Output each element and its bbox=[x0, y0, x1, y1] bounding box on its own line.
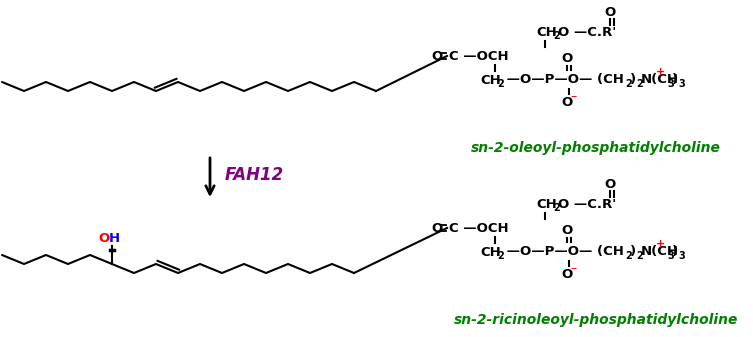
Text: O: O bbox=[431, 51, 443, 63]
Text: 2: 2 bbox=[636, 251, 643, 261]
Text: ): ) bbox=[672, 245, 678, 258]
Text: +: + bbox=[657, 239, 666, 249]
Text: CH: CH bbox=[536, 26, 556, 38]
Text: O: O bbox=[562, 52, 572, 64]
Text: –: – bbox=[571, 263, 577, 276]
Text: N(CH: N(CH bbox=[641, 73, 679, 87]
Text: O: O bbox=[605, 178, 616, 190]
Text: O —C.R': O —C.R' bbox=[558, 197, 616, 211]
Text: CH: CH bbox=[536, 197, 556, 211]
Text: 3: 3 bbox=[667, 79, 674, 89]
Text: 2: 2 bbox=[497, 251, 504, 261]
Text: sn-2-oleoyl-phosphatidylcholine: sn-2-oleoyl-phosphatidylcholine bbox=[471, 141, 721, 155]
Text: ): ) bbox=[672, 73, 678, 87]
Text: N(CH: N(CH bbox=[641, 245, 679, 258]
Text: O: O bbox=[562, 268, 572, 280]
Text: C —OCH: C —OCH bbox=[449, 221, 508, 235]
Text: –: – bbox=[571, 91, 577, 103]
Text: O: O bbox=[562, 95, 572, 109]
Text: FAH12: FAH12 bbox=[225, 166, 284, 184]
Text: 3: 3 bbox=[678, 251, 684, 261]
Text: —O—P—O— (CH: —O—P—O— (CH bbox=[502, 245, 624, 258]
Text: ): ) bbox=[630, 73, 636, 87]
Text: 2: 2 bbox=[625, 79, 632, 89]
Text: 2: 2 bbox=[553, 203, 559, 213]
Text: O —C.R': O —C.R' bbox=[558, 26, 616, 38]
Text: CH: CH bbox=[480, 73, 501, 87]
Text: 3: 3 bbox=[667, 251, 674, 261]
Text: 2: 2 bbox=[625, 251, 632, 261]
Text: O: O bbox=[562, 223, 572, 237]
Text: 3: 3 bbox=[678, 79, 684, 89]
Text: —O—P—O— (CH: —O—P—O— (CH bbox=[502, 73, 624, 87]
Text: H: H bbox=[109, 233, 120, 245]
Text: O: O bbox=[431, 222, 443, 236]
Text: sn-2-ricinoleoyl-phosphatidylcholine: sn-2-ricinoleoyl-phosphatidylcholine bbox=[454, 313, 738, 327]
Text: C —OCH: C —OCH bbox=[449, 50, 508, 62]
Text: CH: CH bbox=[480, 245, 501, 258]
Text: ): ) bbox=[630, 245, 636, 258]
Text: O: O bbox=[605, 5, 616, 19]
Text: 2: 2 bbox=[497, 79, 504, 89]
Text: O: O bbox=[98, 233, 109, 245]
Text: 2: 2 bbox=[636, 79, 643, 89]
Text: 2: 2 bbox=[553, 31, 559, 41]
Text: +: + bbox=[657, 67, 666, 77]
